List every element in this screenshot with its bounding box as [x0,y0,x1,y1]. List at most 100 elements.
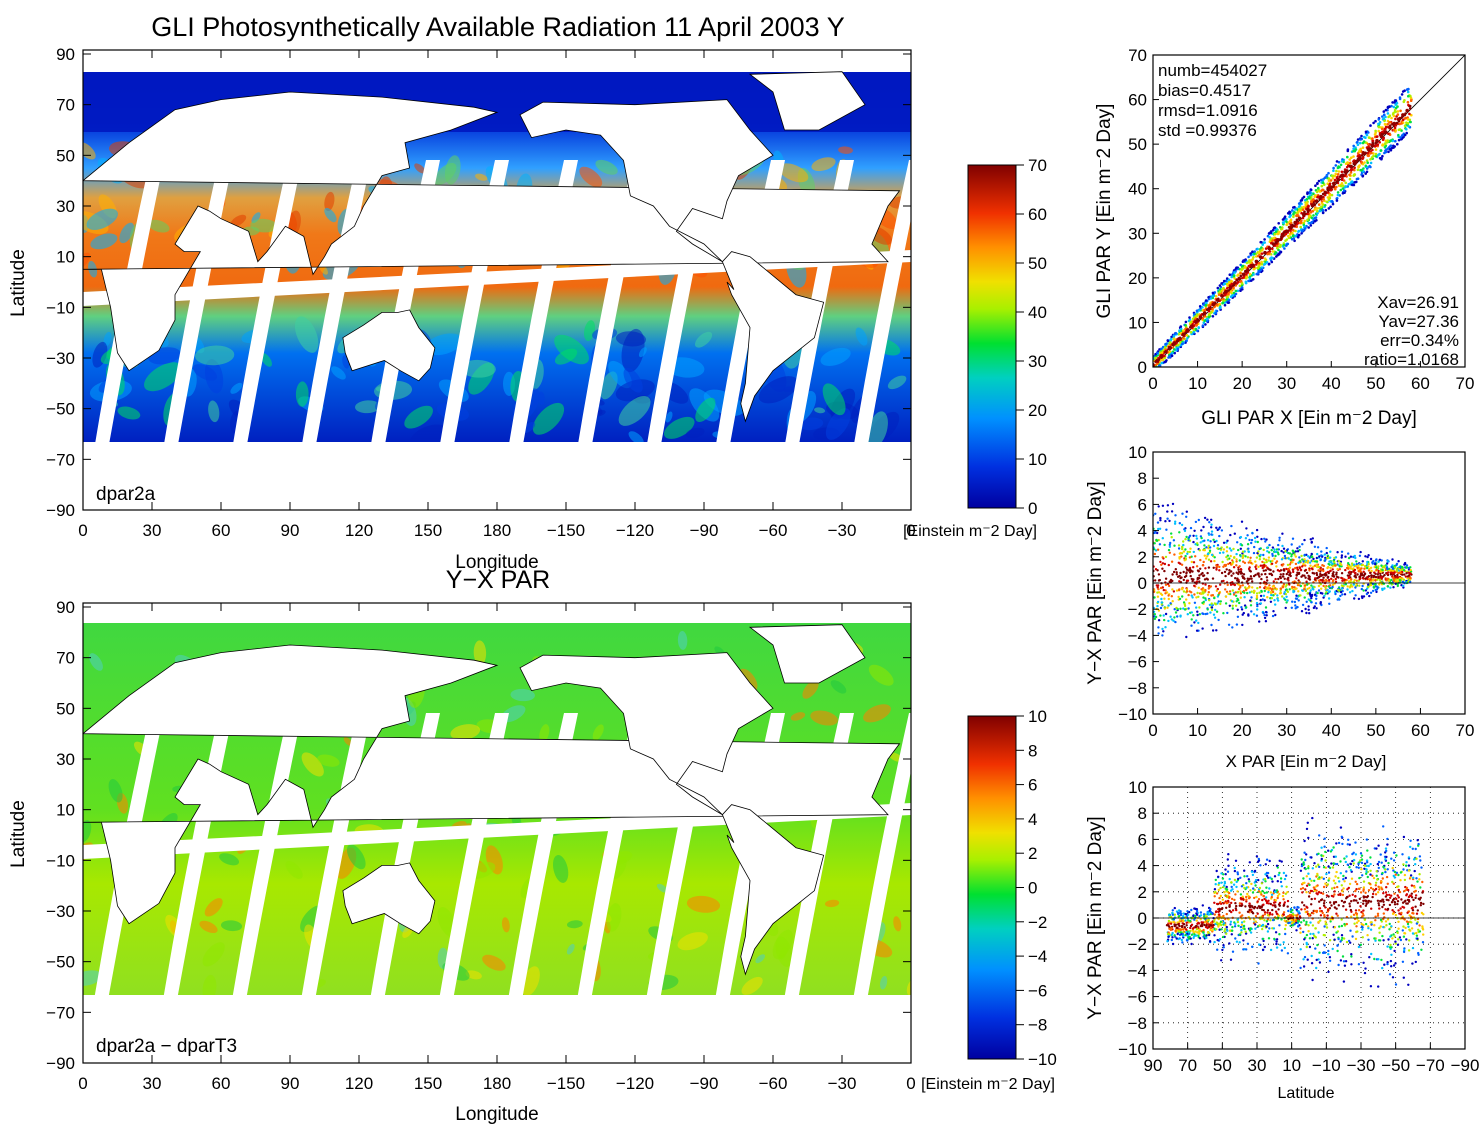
scatter1-stats-bottom: Xav=26.91 Yav=27.36 err=0.34% ratio=1.01… [1364,293,1459,369]
scatter2-point [1400,565,1404,569]
scatter2-point [1169,602,1172,605]
scatter1-point [1316,182,1319,186]
scatter3-point [1197,934,1200,937]
scatter2-point [1175,606,1178,610]
scatter2-point [1320,579,1324,582]
scatter3-point [1245,900,1248,903]
scatter2-point [1153,552,1157,556]
scatter1-point [1384,139,1388,143]
scatter2-point [1156,600,1160,604]
scatter2-point [1283,554,1287,558]
scatter2-point [1335,571,1338,574]
scatter2-point [1239,584,1242,588]
scatter3-point [1376,914,1380,917]
scatter3-point [1341,936,1344,940]
scatter2-point [1269,572,1273,575]
scatter1-point [1248,272,1252,276]
scatter2-point [1193,601,1197,604]
scatter1-point [1304,227,1307,230]
scatter1-point [1263,238,1266,241]
scatter3-point [1418,873,1421,876]
cloud-patch [739,668,758,691]
scatter3-point [1377,939,1381,942]
colorbar1-tick-label: 70 [1028,156,1047,175]
scatter2-point [1358,577,1361,581]
scatter2-point [1168,580,1172,583]
scatter2-point [1369,582,1372,586]
scatter2-point [1254,565,1257,569]
cloud-patch [208,400,220,423]
scatter2-x-tick-label: 0 [1148,721,1157,740]
scatter3-point [1313,909,1317,913]
scatter2-point [1153,613,1157,616]
scatter2-point [1216,547,1219,550]
scatter3-point [1243,875,1246,878]
scatter1-ridge-point [1267,246,1272,251]
scatter3-point [1418,855,1422,858]
scatter3-point [1411,847,1415,850]
scatter3-point [1225,912,1229,916]
scatter1-point [1297,202,1301,205]
scatter2-point [1208,603,1212,607]
scatter1-point [1346,148,1350,151]
map2-y-tick-label: −30 [46,902,75,921]
scatter2-point [1178,574,1181,578]
scatter2-point [1360,595,1364,598]
scatter2-point [1266,596,1269,599]
scatter2-point [1156,604,1159,608]
scatter3-point [1339,826,1343,829]
scatter2-point [1193,593,1196,596]
scatter1-point [1390,116,1393,120]
scatter2-point [1276,551,1280,554]
map2-x-tick-label: 150 [414,1074,442,1093]
scatter1-point [1177,333,1181,336]
scatter1-ridge-point [1168,345,1172,350]
scatter2-point [1355,565,1358,568]
scatter2-point [1255,592,1259,595]
stat-numb: numb=454027 [1158,61,1267,80]
map2-y-tick-label: −10 [46,851,75,870]
scatter1-ridge-point [1185,328,1190,333]
scatter1-point [1396,105,1399,108]
scatter3-point [1286,899,1290,903]
scatter1-point [1240,282,1244,285]
scatter1-point [1361,157,1364,161]
scatter2-point [1215,526,1218,529]
scatter1-point [1392,114,1396,118]
scatter1-point [1406,88,1410,91]
scatter1-point [1299,199,1303,202]
scatter2-point [1241,584,1245,587]
scatter1-point [1331,202,1335,206]
scatter2-point [1317,579,1321,582]
map2-x-tick-label: 30 [143,1074,162,1093]
scatter3-point [1413,886,1416,889]
scatter1-ylabel: GLI PAR Y [Ein m⁻2 Day] [1094,104,1115,319]
scatter3-point [1249,931,1253,934]
scatter3-point [1384,870,1387,874]
colorbar1-tick-label: 60 [1028,205,1047,224]
scatter2-point [1285,601,1288,604]
scatter3-point [1277,873,1280,877]
scatter2-point [1260,589,1263,593]
scatter2-point [1233,532,1237,535]
scatter2-point [1308,612,1311,615]
scatter3-point [1299,931,1302,934]
scatter1-point [1156,351,1159,355]
scatter2-point [1172,539,1176,542]
scatter2-point [1386,577,1390,580]
scatter2-point [1347,575,1351,579]
scatter2-point [1196,613,1199,617]
scatter2-point [1326,588,1329,592]
scatter2-point [1177,547,1181,550]
scatter2-point [1344,583,1348,586]
scatter2-point [1238,559,1242,562]
scatter1-point [1393,145,1396,148]
scatter2-point [1279,589,1282,592]
scatter2-point [1254,573,1257,577]
cloud-patch [893,916,902,932]
scatter2-point [1267,591,1270,594]
scatter3-point [1366,849,1369,852]
scatter1-y-tick-label: 50 [1128,135,1147,154]
cloud-patch [532,402,565,435]
scatter2-point [1225,590,1229,593]
